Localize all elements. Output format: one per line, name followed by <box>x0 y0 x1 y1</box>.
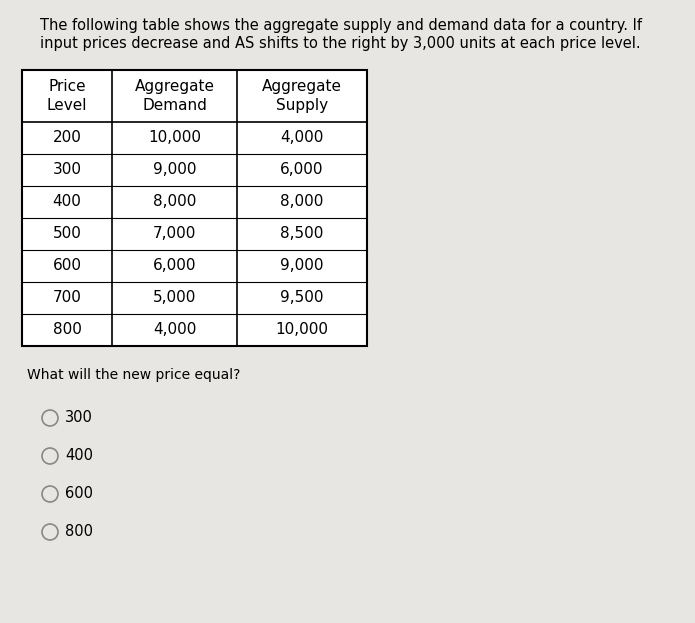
Text: Aggregate
Supply: Aggregate Supply <box>262 78 342 113</box>
Text: 9,000: 9,000 <box>153 163 196 178</box>
Text: 300: 300 <box>65 411 93 426</box>
Text: 400: 400 <box>53 194 81 209</box>
Text: 6,000: 6,000 <box>153 259 196 273</box>
Text: 600: 600 <box>53 259 81 273</box>
Text: 8,500: 8,500 <box>280 227 324 242</box>
Text: 8,000: 8,000 <box>153 194 196 209</box>
Text: 9,500: 9,500 <box>280 290 324 305</box>
Text: 8,000: 8,000 <box>280 194 324 209</box>
Text: 500: 500 <box>53 227 81 242</box>
Text: Aggregate
Demand: Aggregate Demand <box>135 78 215 113</box>
Text: 6,000: 6,000 <box>280 163 324 178</box>
Text: 600: 600 <box>65 487 93 502</box>
Text: input prices decrease and AS shifts to the right by 3,000 units at each price le: input prices decrease and AS shifts to t… <box>40 36 641 51</box>
Text: 800: 800 <box>65 525 93 540</box>
Text: 7,000: 7,000 <box>153 227 196 242</box>
Text: 9,000: 9,000 <box>280 259 324 273</box>
Text: Price
Level: Price Level <box>47 78 88 113</box>
Text: 10,000: 10,000 <box>275 323 329 338</box>
Text: 800: 800 <box>53 323 81 338</box>
Text: The following table shows the aggregate supply and demand data for a country. If: The following table shows the aggregate … <box>40 18 642 33</box>
Text: 200: 200 <box>53 130 81 146</box>
Text: 4,000: 4,000 <box>153 323 196 338</box>
Text: What will the new price equal?: What will the new price equal? <box>27 368 240 382</box>
Text: 700: 700 <box>53 290 81 305</box>
Text: 400: 400 <box>65 449 93 464</box>
Bar <box>22 70 367 346</box>
Text: 10,000: 10,000 <box>148 130 201 146</box>
Text: 4,000: 4,000 <box>280 130 324 146</box>
Bar <box>22 70 367 346</box>
Text: 5,000: 5,000 <box>153 290 196 305</box>
Text: 300: 300 <box>53 163 81 178</box>
